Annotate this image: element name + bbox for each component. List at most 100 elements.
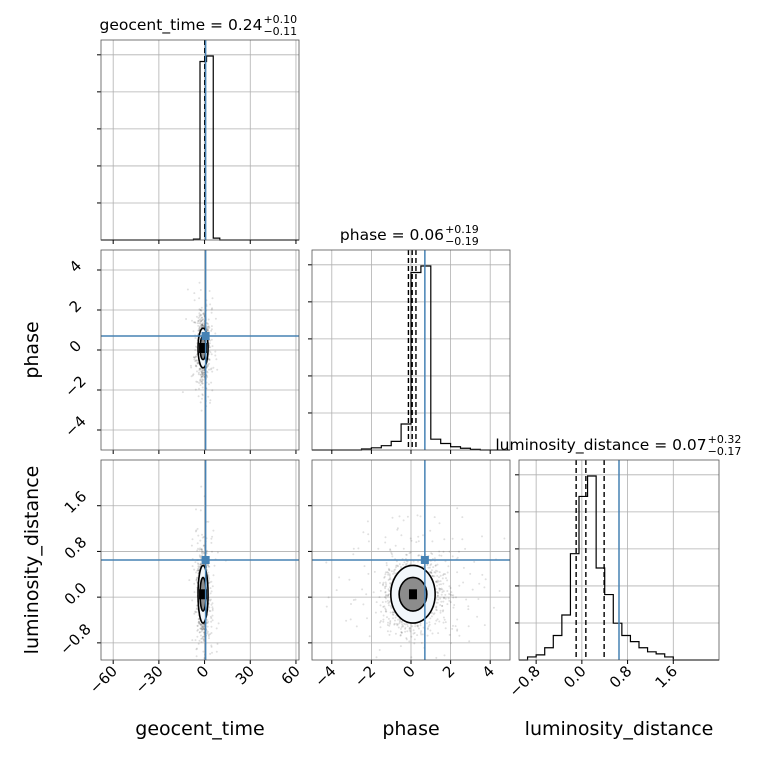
sample-point bbox=[392, 572, 395, 575]
title-plus-geocent_time: +0.10 bbox=[263, 13, 297, 26]
sample-point bbox=[439, 588, 442, 591]
sample-point bbox=[202, 623, 205, 626]
sample-point bbox=[208, 290, 211, 292]
sample-point bbox=[435, 590, 438, 593]
scatter-phase-luminosity_distance bbox=[325, 507, 506, 659]
sample-point bbox=[386, 624, 389, 626]
sample-point bbox=[434, 622, 437, 625]
title-geocent_time: geocent_time = 0.24 +0.10−0.11 bbox=[100, 13, 298, 38]
sample-point bbox=[373, 570, 376, 573]
sample-point bbox=[391, 555, 394, 558]
sample-point bbox=[207, 635, 210, 637]
sample-point bbox=[456, 507, 459, 510]
sample-point bbox=[439, 580, 442, 583]
sample-point bbox=[214, 317, 217, 320]
sample-point bbox=[389, 582, 391, 585]
sample-point bbox=[200, 548, 203, 551]
sample-point bbox=[452, 594, 455, 597]
sample-point bbox=[197, 395, 200, 398]
sample-point bbox=[435, 605, 438, 608]
sample-point bbox=[198, 548, 201, 551]
sample-point bbox=[200, 627, 203, 630]
sample-point bbox=[194, 356, 196, 359]
sample-point bbox=[209, 610, 212, 613]
sample-point bbox=[389, 630, 392, 633]
sample-point bbox=[419, 624, 422, 627]
sample-point bbox=[388, 601, 391, 604]
sample-point bbox=[211, 307, 214, 310]
sample-point bbox=[325, 605, 328, 608]
sample-point bbox=[383, 576, 386, 579]
sample-point bbox=[199, 623, 202, 626]
sample-point bbox=[388, 573, 391, 576]
sample-point bbox=[387, 573, 390, 576]
sample-point bbox=[439, 609, 442, 612]
truth-marker-pair-0 bbox=[201, 332, 210, 340]
sample-point bbox=[211, 609, 214, 612]
sample-point bbox=[198, 565, 201, 568]
sample-point bbox=[464, 547, 467, 550]
sample-point bbox=[377, 547, 380, 550]
sample-point bbox=[198, 622, 201, 625]
sample-point bbox=[200, 370, 202, 373]
sample-point bbox=[453, 604, 456, 606]
sample-point bbox=[483, 586, 486, 589]
sample-point bbox=[191, 565, 194, 568]
sample-point bbox=[198, 621, 201, 624]
sample-point bbox=[210, 590, 213, 593]
sample-point bbox=[484, 578, 487, 581]
sample-point bbox=[203, 325, 205, 328]
sample-point bbox=[202, 544, 205, 547]
sample-point bbox=[375, 656, 378, 659]
sample-point bbox=[211, 345, 214, 348]
sample-point bbox=[200, 324, 203, 327]
sample-point bbox=[412, 632, 415, 635]
sample-point bbox=[201, 316, 204, 319]
sample-point bbox=[442, 609, 445, 612]
sample-point bbox=[207, 329, 210, 332]
sample-point bbox=[384, 591, 387, 593]
sample-point bbox=[386, 630, 389, 633]
sample-point bbox=[196, 527, 199, 530]
sample-point bbox=[473, 560, 476, 563]
sample-point bbox=[206, 365, 209, 368]
sample-point bbox=[210, 328, 213, 331]
sample-point bbox=[428, 621, 431, 624]
sample-point bbox=[435, 656, 438, 659]
sample-point bbox=[195, 611, 198, 613]
sample-point bbox=[202, 626, 205, 628]
sample-point bbox=[445, 577, 447, 580]
sample-point bbox=[400, 631, 403, 633]
sample-point bbox=[198, 554, 201, 557]
sample-point bbox=[399, 565, 402, 568]
x-tick-label-luminosity_distance: 1.6 bbox=[652, 662, 682, 692]
sample-point bbox=[194, 388, 197, 391]
sample-point bbox=[385, 585, 388, 588]
sample-point bbox=[390, 606, 393, 609]
sample-point bbox=[203, 369, 205, 371]
sample-point bbox=[442, 590, 445, 593]
sample-point bbox=[207, 318, 210, 321]
sample-point bbox=[211, 585, 214, 588]
sample-point bbox=[196, 647, 198, 650]
sample-point bbox=[200, 634, 202, 637]
sample-point bbox=[384, 536, 387, 539]
sample-point bbox=[199, 367, 202, 370]
sample-point bbox=[200, 630, 203, 633]
sample-point bbox=[478, 582, 481, 585]
title-minus-phase: −0.19 bbox=[445, 235, 479, 248]
sample-point bbox=[196, 580, 199, 583]
sample-point bbox=[429, 617, 432, 620]
sample-point bbox=[380, 610, 383, 613]
sample-point bbox=[206, 564, 209, 567]
sample-point bbox=[201, 533, 203, 536]
sample-point bbox=[207, 358, 210, 361]
sample-point bbox=[207, 325, 210, 328]
sample-point bbox=[384, 585, 386, 588]
sample-point bbox=[202, 625, 205, 628]
sample-point bbox=[209, 368, 212, 371]
sample-point bbox=[194, 321, 197, 324]
axes-frame-pair-0 bbox=[100, 249, 300, 451]
sample-point bbox=[198, 367, 201, 370]
